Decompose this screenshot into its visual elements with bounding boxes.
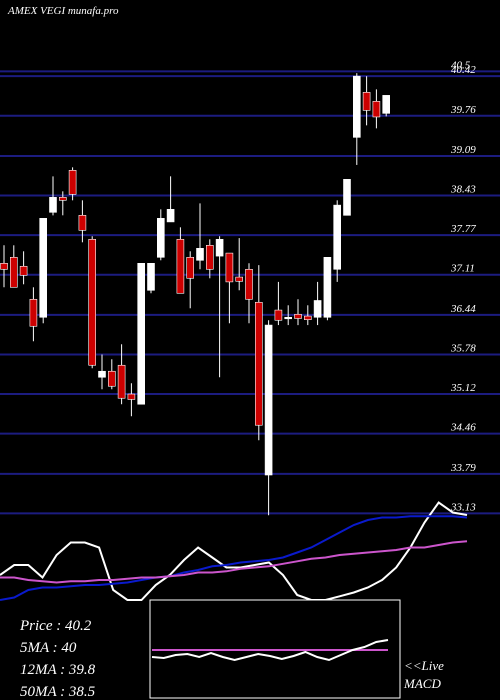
summary-line: 12MA : 39.8 — [20, 662, 96, 678]
y-tick-label: 33.79 — [450, 462, 476, 474]
candle-body — [108, 370, 116, 387]
candle-body — [147, 262, 155, 291]
grid: 40.540.42 39.76 39.09 38.43 37.77 37.11 36.44 3… — [0, 59, 500, 515]
candle-body — [117, 364, 126, 399]
candle-body — [127, 393, 136, 400]
candle-body — [78, 215, 87, 231]
candle-body — [49, 197, 57, 213]
macd-line — [151, 639, 389, 662]
candle-body — [68, 170, 77, 195]
indicator-line — [0, 515, 468, 601]
candle-body — [313, 300, 322, 318]
macd-label: MACD — [403, 676, 441, 691]
candle-body — [235, 276, 243, 282]
candle-body — [225, 252, 234, 283]
candle-body — [157, 218, 165, 258]
y-tick-label: 37.11 — [450, 263, 475, 275]
candle-body — [0, 262, 8, 270]
candle-body — [255, 301, 263, 426]
candle-body — [323, 257, 332, 318]
candle-body — [10, 257, 18, 288]
candle-body — [58, 197, 67, 201]
candles — [0, 73, 391, 516]
candle-body — [166, 209, 175, 223]
candle-body — [186, 257, 194, 279]
candle-body — [196, 248, 204, 261]
macd — [151, 639, 389, 662]
candle-body — [245, 268, 253, 300]
y-tick-label: 35.78 — [450, 342, 476, 354]
candle-body — [39, 218, 48, 318]
candle-body — [264, 324, 273, 476]
summary-line: 50MA : 38.5 — [20, 684, 96, 700]
candle-body — [294, 313, 302, 319]
candle-body — [362, 92, 371, 111]
y-tick-label: 40.5 — [451, 59, 471, 71]
chart-title: AMEX VEGI munafa.pro — [7, 5, 119, 17]
candle-body — [352, 75, 361, 138]
candle-body — [176, 239, 185, 294]
candle-body — [284, 316, 293, 320]
candle-body — [372, 101, 381, 118]
candle-body — [274, 309, 283, 321]
summary-line: 5MA : 40 — [20, 640, 77, 656]
candle-body — [333, 204, 342, 270]
candle-body — [88, 239, 96, 366]
indicators — [0, 501, 468, 601]
y-tick-label: 36.44 — [450, 303, 476, 315]
candle-body — [137, 262, 145, 405]
candle-body — [29, 298, 38, 327]
candle-body — [206, 245, 214, 270]
y-tick-label: 37.77 — [450, 223, 476, 235]
candle-body — [382, 95, 391, 114]
y-tick-label: 39.76 — [450, 104, 476, 116]
candle-body — [215, 239, 224, 257]
candle-body — [303, 315, 312, 320]
candle-body — [98, 370, 106, 378]
y-tick-label: 39.09 — [450, 144, 476, 156]
candle-body — [343, 179, 351, 216]
indicator-line — [0, 540, 468, 584]
y-tick-label: 35.12 — [450, 382, 476, 394]
indicator-line — [0, 501, 468, 601]
y-tick-label: 40.42 — [451, 64, 476, 76]
candle-body — [19, 265, 28, 276]
y-tick-label: 34.46 — [450, 422, 476, 434]
summary-line: Price : 40.2 — [19, 618, 92, 634]
y-tick-label: 38.43 — [450, 184, 476, 196]
y-tick-label: 33.13 — [450, 501, 476, 513]
live-label: <<Live — [404, 658, 444, 673]
